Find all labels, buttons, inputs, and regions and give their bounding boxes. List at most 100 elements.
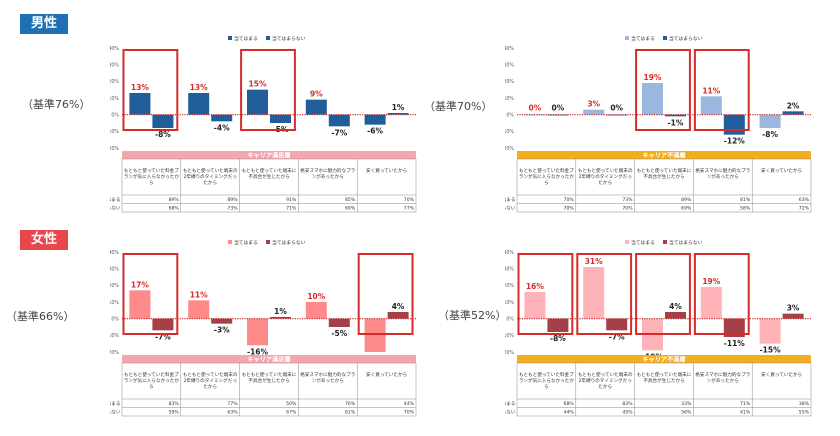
bar (188, 93, 210, 115)
bar (152, 318, 174, 331)
table-header-cell: 安く買っていたから (761, 167, 802, 174)
table-header-cell: 格安スマホに魅力的なプランがあったから (695, 371, 750, 384)
y-tick-label: -10% (505, 333, 514, 339)
legend-swatch (228, 36, 232, 40)
table-cell: 33% (681, 401, 692, 407)
bar (188, 300, 210, 319)
y-tick-label: 0% (506, 112, 514, 118)
y-tick-label: -10% (110, 129, 119, 135)
table-header-cell: もともと使っていた端末の 2年縛りのタイミングだったから (578, 167, 633, 186)
bar (305, 302, 327, 319)
bar (723, 318, 745, 337)
bar (387, 312, 409, 319)
table-header-cell: もともと使っていた料金プランが気に入らなかったから (519, 167, 575, 186)
data-label: 19% (644, 73, 662, 82)
table-header-cell: 安く買っていたから (761, 371, 802, 378)
strip-label: キャリア不満層 (642, 152, 685, 160)
bar (211, 318, 233, 324)
y-tick-label: 20% (110, 79, 119, 85)
y-tick-label: -10% (110, 333, 119, 339)
table-cell: 44% (404, 401, 415, 407)
y-tick-label: 30% (505, 266, 514, 272)
table-header-cell: もともと使っていた端末に不具合が生じたから (242, 167, 297, 180)
table-cell: 83% (169, 401, 180, 407)
data-label: 4% (669, 302, 682, 311)
bar (665, 312, 686, 319)
bar (270, 114, 291, 123)
table-frame (121, 158, 417, 213)
strip-header (122, 151, 416, 159)
table-cell: 68% (169, 206, 180, 212)
table-cell: 70% (564, 197, 575, 203)
y-tick-label: 10% (110, 300, 119, 306)
table-cell: 63% (227, 410, 238, 416)
legend-label: 当てはまらない (669, 239, 703, 246)
strip-label: キャリア満足層 (247, 356, 290, 364)
bar (782, 313, 804, 319)
data-label: 1% (274, 307, 287, 316)
table-header-cell: もともと使っていた料金プランが気に入らなかったから (519, 371, 575, 390)
table-row-label: 当てはまらない (505, 205, 516, 212)
chart-female-satisfied: 当てはまる当てはまらない40%30%20%10%0%-10%-20%17%11%… (110, 236, 420, 436)
y-tick-label: 30% (110, 62, 119, 68)
bar (606, 318, 628, 331)
table-frame (121, 362, 417, 417)
table-cell: 59% (169, 410, 180, 416)
data-label: -7% (155, 332, 171, 341)
data-label: -11% (724, 339, 746, 348)
legend-label: 当てはまる (234, 239, 258, 246)
table-cell: 61% (345, 410, 356, 416)
table-cell: 91% (286, 197, 297, 203)
highlight-box (576, 253, 633, 335)
data-label: 9% (310, 90, 323, 99)
table-cell: 76% (345, 401, 356, 407)
bar (700, 287, 722, 319)
y-tick-label: 40% (505, 46, 514, 52)
bar (547, 318, 569, 332)
data-label: 1% (392, 103, 405, 112)
bar (270, 317, 291, 319)
data-label: 0% (529, 104, 542, 113)
y-tick-label: -10% (505, 129, 514, 135)
table-header-cell: もともと使っていた端末の 2年縛りのタイミングだったから (183, 167, 238, 186)
table-cell: 58% (740, 206, 751, 212)
table-header-cell: もともと使っていた端末に不具合が生じたから (637, 371, 692, 384)
data-label: 16% (526, 282, 544, 291)
y-tick-label: 30% (110, 266, 119, 272)
base-label-female-satisfied: （基準66%） (6, 310, 75, 323)
legend: 当てはまる 当てはまらない (625, 239, 703, 246)
y-tick-label: 40% (110, 250, 119, 256)
legend-label: 当てはまる (234, 35, 258, 42)
bar (305, 99, 327, 115)
legend-label: 当てはまらない (669, 35, 703, 42)
data-label: -7% (609, 332, 625, 341)
data-label: 11% (702, 86, 720, 95)
table-cell: 41% (740, 410, 751, 416)
strip-header (517, 355, 811, 363)
table-cell: 70% (564, 206, 575, 212)
y-tick-label: 0% (111, 316, 119, 322)
table-row-label: 当てはまらない (110, 205, 121, 212)
bar (328, 318, 350, 327)
table-cell: 69% (345, 206, 356, 212)
table-cell: 71% (740, 401, 751, 407)
data-label: 15% (249, 80, 267, 89)
table-cell: 70% (404, 410, 415, 416)
bar (247, 318, 268, 346)
bar (723, 114, 745, 135)
legend-swatch (663, 240, 667, 244)
table-cell: 45% (622, 410, 633, 416)
highlight-box (693, 253, 750, 335)
bar (583, 109, 605, 115)
bar (387, 113, 409, 115)
bar (665, 114, 686, 117)
bar (759, 318, 781, 344)
chart-male-dissatisfied: 当てはまる当てはまらない40%30%20%10%0%-10%-20%0%3%19… (505, 32, 815, 232)
table-cell: 70% (404, 197, 415, 203)
data-label: 2% (787, 101, 800, 110)
table-header-cell: 格安スマホに魅力的なプランがあったから (300, 167, 355, 180)
legend-swatch (228, 240, 232, 244)
bar (328, 114, 350, 127)
